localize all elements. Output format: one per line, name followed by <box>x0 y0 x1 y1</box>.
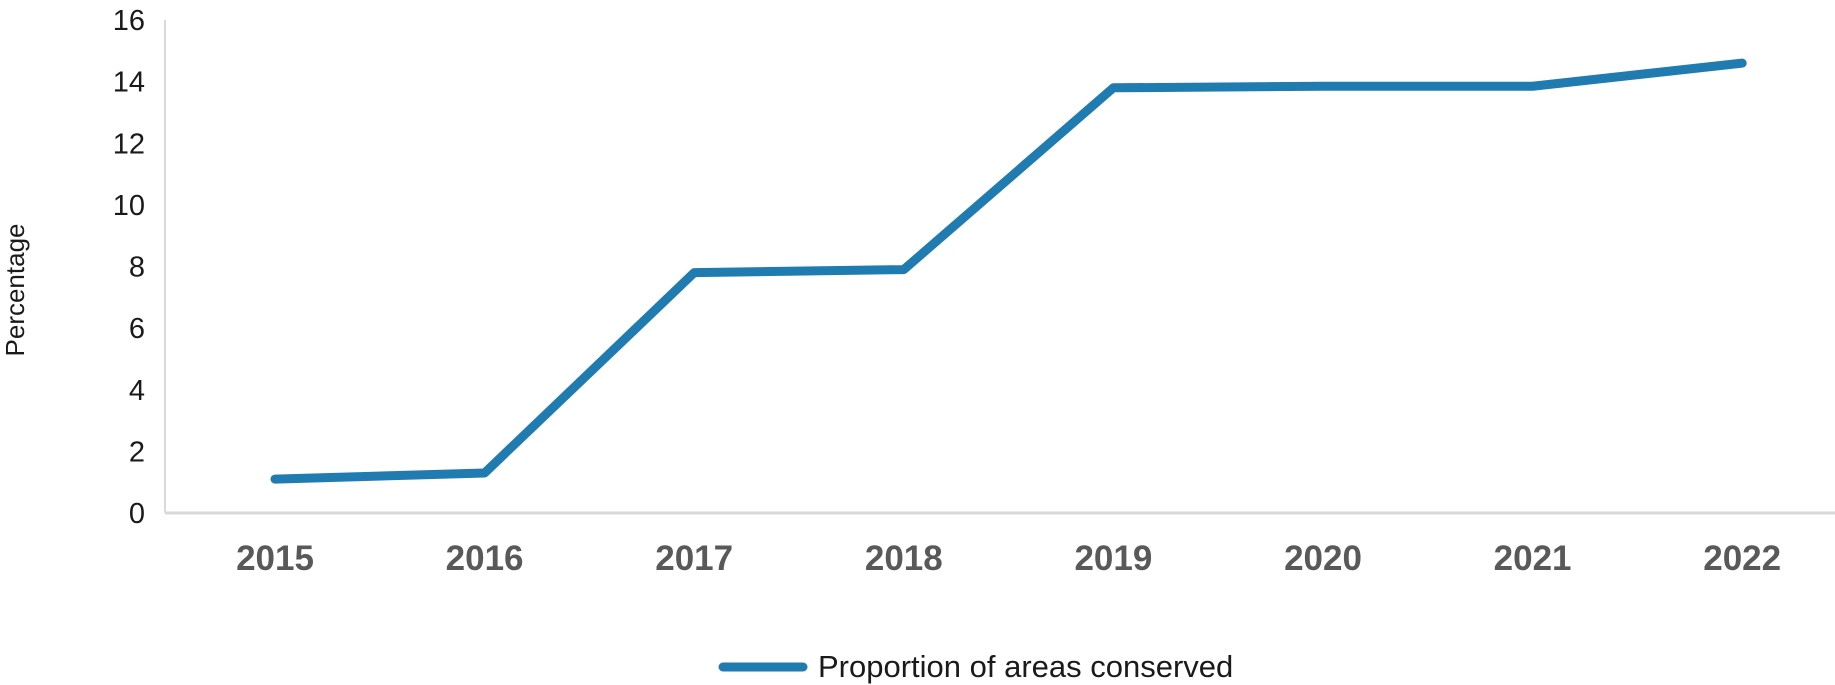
series-line <box>270 58 1747 484</box>
x-tick-label: 2021 <box>1494 539 1572 578</box>
x-tick-labels: 2015 2016 2017 2018 2019 2020 2021 2022 <box>236 539 1781 578</box>
y-tick-label: 4 <box>129 375 145 407</box>
x-tick-label: 2017 <box>655 539 733 578</box>
y-axis-title: Percentage <box>0 224 30 357</box>
x-tick-label: 2019 <box>1074 539 1152 578</box>
legend-label: Proportion of areas conserved <box>818 649 1233 684</box>
y-tick-labels: 0 2 4 6 8 10 12 14 16 <box>113 5 145 530</box>
y-tick-label: 12 <box>113 128 145 160</box>
y-tick-label: 2 <box>129 436 145 468</box>
y-tick-label: 14 <box>113 67 145 99</box>
y-tick-label: 6 <box>129 313 145 345</box>
y-tick-label: 8 <box>129 252 145 284</box>
x-tick-label: 2020 <box>1284 539 1362 578</box>
x-tick-label: 2016 <box>446 539 524 578</box>
x-tick-label: 2018 <box>865 539 943 578</box>
y-tick-label: 16 <box>113 5 145 37</box>
x-tick-label: 2022 <box>1703 539 1781 578</box>
legend: Proportion of areas conserved <box>718 649 1233 684</box>
y-tick-label: 0 <box>129 498 145 530</box>
series-layer <box>270 58 1747 484</box>
y-tick-label: 10 <box>113 190 145 222</box>
x-tick-label: 2015 <box>236 539 314 578</box>
